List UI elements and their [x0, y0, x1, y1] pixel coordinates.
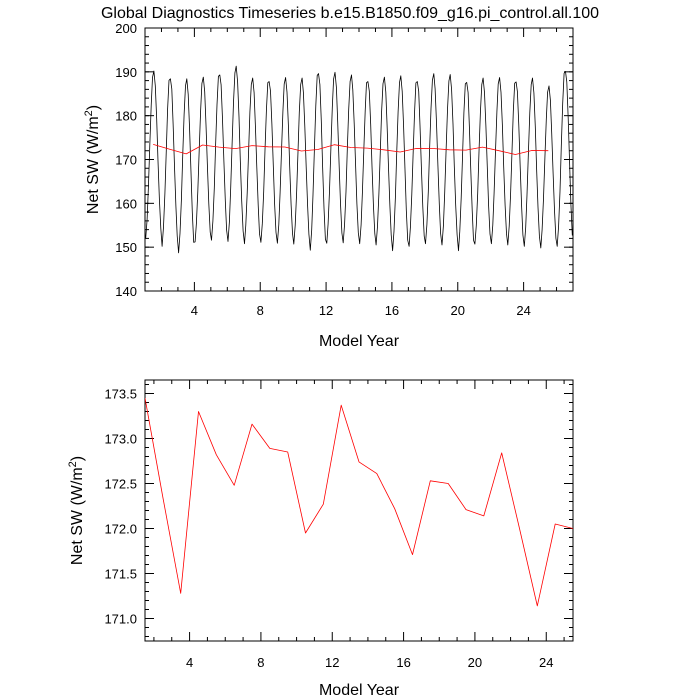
y-tick-label: 172.0: [104, 522, 137, 537]
x-tick-label: 20: [468, 655, 482, 670]
plot-frame: [144, 27, 574, 292]
y-tick-label: 190: [115, 65, 137, 80]
annual-mean-line: [153, 144, 549, 155]
y-tick-label: 170: [115, 153, 137, 168]
annual-mean-line: [145, 397, 573, 607]
data-layer: [145, 65, 573, 254]
figure-title: Global Diagnostics Timeseries b.e15.B185…: [101, 5, 599, 22]
y-tick-label: 173.5: [104, 387, 137, 402]
y-tick-label: 160: [115, 196, 137, 211]
x-tick-label: 4: [191, 303, 198, 318]
plot-frame: [144, 379, 574, 642]
y-tick-label: 171.5: [104, 567, 137, 582]
x-tick-label: 4: [186, 655, 193, 670]
y-tick-label: 171.0: [104, 612, 137, 627]
y-tick-label: 172.5: [104, 477, 137, 492]
y-tick-label: 150: [115, 240, 137, 255]
y-axis-label: Net SW (W/m2): [83, 105, 102, 214]
x-tick-label: 24: [516, 303, 530, 318]
x-tick-label: 20: [451, 303, 465, 318]
x-tick-label: 8: [257, 655, 264, 670]
top-panel: 4 8 12 16 20 24 140 150 160 170 180 190 200 Model Yea…: [83, 21, 574, 350]
y-tick-label: 173.0: [104, 432, 137, 447]
x-axis-label: Model Year: [319, 333, 400, 350]
x-tick-label: 8: [257, 303, 264, 318]
data-layer: [145, 397, 573, 607]
monthly-series-line: [145, 65, 573, 254]
y-tick-label: 200: [115, 21, 137, 36]
x-tick-label: 16: [385, 303, 399, 318]
y-axis-label: Net SW (W/m2): [67, 456, 86, 565]
x-tick-label: 12: [325, 655, 339, 670]
x-axis-label: Model Year: [319, 682, 400, 699]
bottom-panel: 4 8 12 16 20 24 171.0 171.5 172.0 172.5 173.0 173.5…: [67, 379, 574, 699]
x-tick-label: 24: [539, 655, 553, 670]
x-tick-label: 12: [319, 303, 333, 318]
y-tick-label: 180: [115, 109, 137, 124]
y-tick-label: 140: [115, 284, 137, 299]
x-tick-label: 16: [396, 655, 410, 670]
